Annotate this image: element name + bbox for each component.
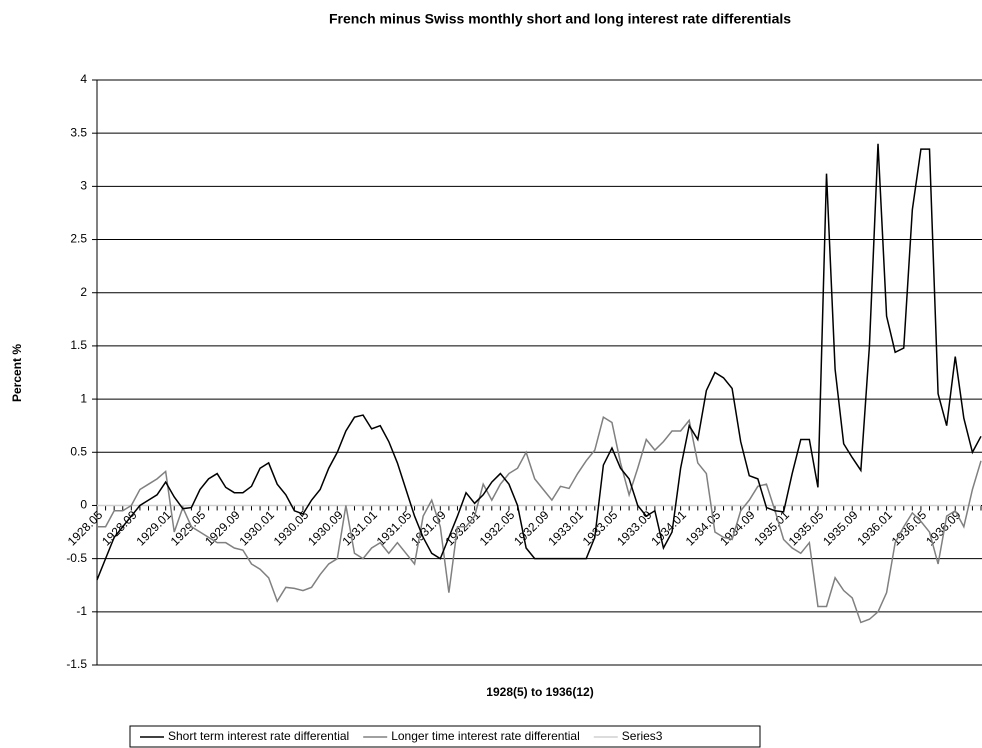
- y-axis-label: Percent %: [10, 344, 24, 402]
- legend-label: Longer time interest rate differential: [391, 729, 580, 743]
- legend-label: Series3: [622, 729, 663, 743]
- x-tick-label: 1936.01: [854, 508, 895, 549]
- y-tick-label: 3: [80, 179, 87, 193]
- y-tick-label: 3.5: [70, 125, 87, 139]
- x-tick-label: 1932.01: [442, 508, 483, 549]
- x-tick-label: 1930.01: [236, 508, 277, 549]
- y-tick-label: 1: [80, 391, 87, 405]
- y-tick-label: 0.5: [70, 444, 87, 458]
- x-tick-label: 1934.01: [648, 508, 689, 549]
- x-tick-label: 1932.05: [477, 508, 518, 549]
- x-tick-label: 1928.05: [65, 508, 106, 549]
- chart-title: French minus Swiss monthly short and lon…: [329, 11, 791, 27]
- y-tick-label: 2: [80, 285, 87, 299]
- x-tick-label: 1933.01: [545, 508, 586, 549]
- x-tick-label: 1934.05: [683, 508, 724, 549]
- series-line: [96, 143, 982, 581]
- legend-label: Short term interest rate differential: [168, 729, 349, 743]
- x-tick-label: 1930.05: [271, 508, 312, 549]
- x-tick-label: 1932.09: [511, 508, 552, 549]
- y-tick-label: -0.5: [66, 551, 87, 565]
- legend-box: [129, 725, 761, 748]
- y-tick-label: -1: [76, 604, 87, 618]
- series-line: [97, 415, 982, 624]
- y-tick-label: 0: [80, 498, 87, 512]
- x-tick-label: 1934.09: [717, 508, 758, 549]
- y-tick-label: 4: [80, 72, 87, 86]
- x-axis-label: 1928(5) to 1936(12): [486, 685, 593, 699]
- y-tick-label: 2.5: [70, 232, 87, 246]
- y-tick-label: -1.5: [66, 657, 87, 671]
- x-tick-label: 1935.05: [786, 508, 827, 549]
- x-tick-label: 1935.09: [820, 508, 861, 549]
- x-tick-label: 1931.01: [339, 508, 380, 549]
- y-tick-label: 1.5: [70, 338, 87, 352]
- x-tick-label: 1929.01: [133, 508, 174, 549]
- x-tick-label: 1933.05: [580, 508, 621, 549]
